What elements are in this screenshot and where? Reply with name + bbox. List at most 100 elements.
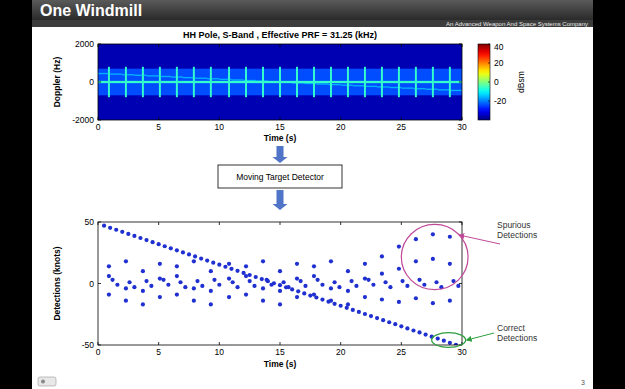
colorbar-tick [488,63,490,64]
scatter-point [448,341,452,345]
scatter-point [333,280,337,284]
y-tick [459,120,462,121]
heatmap-cell [347,67,349,97]
y-axis-title: Doppler (Hz) [52,57,62,108]
colorbar-tick [488,82,490,83]
scatter-point [299,279,303,283]
scatter-point [290,287,294,291]
page-number: 3 [581,379,585,386]
scatter-point [405,284,409,288]
scatter-point [296,289,300,293]
slide-canvas: One WindmillAn Advanced Weapon And Space… [0,0,625,389]
colorbar-title: dBsm [516,71,526,93]
heatmap-cell [381,67,383,97]
scatter-point [278,283,282,287]
y-tick-label: 0 [89,279,94,289]
scatter-point [295,276,299,280]
heatmap-cell [159,67,161,97]
y-tick [98,44,101,45]
scatter-point [282,280,286,284]
y-tick [98,82,101,83]
x-tick-label: 20 [336,347,346,357]
x-tick [401,44,402,47]
scatter-point [448,262,452,266]
x-tick-label: 5 [156,347,161,357]
annotation-line: Correct [497,323,526,333]
scatter-point [369,314,373,318]
x-tick [98,117,99,120]
heatmap-cell [142,67,144,97]
scatter-point [442,339,446,343]
heatmap-cell [193,67,195,97]
header-bar [32,0,593,20]
heatmap-cell [353,85,365,86]
scatter-point [346,269,350,273]
scatter-point [431,257,435,261]
x-tick [280,44,281,47]
heatmap-cell [450,90,462,91]
scatter-point [339,304,343,308]
heatmap-cell [426,89,438,90]
scatter-point [223,265,227,269]
heatmap-cell [415,67,417,97]
scatter-point [312,264,316,268]
scatter-point [456,284,460,288]
scatter-point [209,289,213,293]
scatter-point [175,274,179,278]
x-tick [340,222,341,225]
x-tick [401,342,402,345]
y-tick [459,283,462,284]
scatter-point [144,279,148,283]
scatter-point [363,262,367,266]
scatter-point [107,274,111,278]
annotation-line: Detections [497,230,537,240]
scatter-point [363,295,367,299]
scatter-point [252,284,256,288]
heatmap-cell [316,83,328,84]
annotation-arrow [459,235,500,244]
scatter-point [417,330,421,334]
scatter-point [431,301,435,305]
footer-icon-dot [41,380,45,384]
x-tick-label: 25 [397,122,407,132]
heatmap-cell [98,44,462,120]
annotation-label: CorrectDetections [497,323,537,343]
colorbar-tick [488,101,490,102]
x-tick [98,44,99,47]
annotation-arrow [467,333,494,340]
heatmap-cell [279,67,281,97]
heatmap-cell [110,73,122,74]
scatter-point [278,289,282,293]
chart-title: HH Pole, S-Band , Effective PRF = 31.25 … [183,30,377,40]
scatter-point [169,246,173,250]
scatter-point [375,316,379,320]
plot-area [98,222,462,345]
company-name: An Advanced Weapon And Space Systems Com… [446,21,588,27]
y-tick [98,120,101,121]
scatter-point [345,306,349,310]
scatter-point [235,269,239,273]
heatmap-cells [98,44,462,120]
heatmap-cell [438,89,450,90]
colorbar-tick-label: -20 [494,96,507,106]
scatter-point [120,230,124,234]
scatter-point [414,296,418,300]
x-tick-label: 10 [215,347,225,357]
x-tick [280,222,281,225]
x-tick [340,117,341,120]
scatter-point [381,318,385,322]
heatmap-cell [122,74,134,75]
x-tick-label: 0 [96,347,101,357]
scatter-point [371,283,375,287]
annotation-ellipse [401,224,468,289]
x-tick [219,117,220,120]
heatmap-cell [245,67,247,97]
scatter-point [314,295,318,299]
x-tick [340,342,341,345]
scatter-point [266,279,270,283]
scatter-point [387,320,391,324]
scatter-point [163,244,167,248]
x-tick-label: 15 [275,122,285,132]
scatter-point [383,280,387,284]
scatter-point [183,285,187,289]
